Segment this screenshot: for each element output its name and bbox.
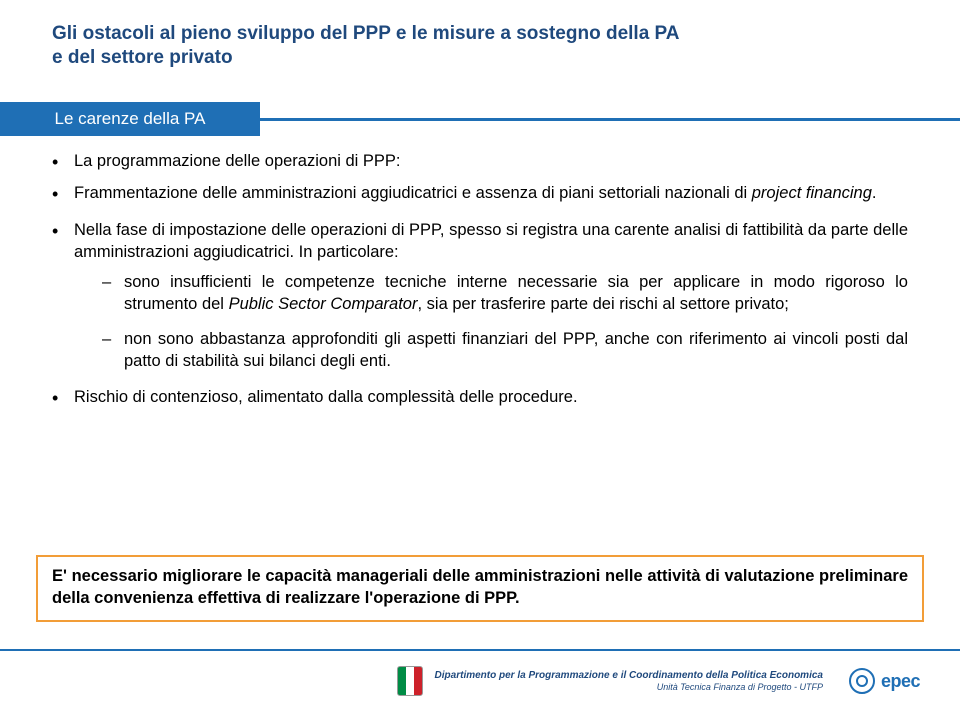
sub-1: sono insufficienti le competenze tecnich… — [102, 271, 908, 316]
title-line-2: e del settore privato — [52, 46, 908, 70]
footer-content: Dipartimento per la Programmazione e il … — [397, 659, 920, 703]
footer-dept-line2: Unità Tecnica Finanza di Progetto - UTFP — [435, 682, 823, 693]
epec-logo: epec — [849, 668, 920, 694]
bullet-1-pre: Frammentazione delle amministrazioni agg… — [74, 184, 752, 202]
footer-dept-text: Dipartimento per la Programmazione e il … — [435, 670, 823, 693]
bullet-2: Nella fase di impostazione delle operazi… — [52, 219, 908, 373]
footer-divider — [0, 649, 960, 651]
section-band-label: Le carenze della PA — [55, 109, 206, 129]
italy-emblem-icon — [397, 666, 423, 696]
callout-text: E' necessario migliorare le capacità man… — [52, 565, 908, 610]
sub-2: non sono abbastanza approfonditi gli asp… — [102, 328, 908, 373]
bullet-2-text: Nella fase di impostazione delle operazi… — [74, 221, 908, 261]
bullet-heading: La programmazione delle operazioni di PP… — [52, 150, 908, 172]
bullet-list: La programmazione delle operazioni di PP… — [52, 150, 908, 408]
bullet-1-italic: project financing — [752, 184, 872, 202]
sub-1-post: , sia per trasferire parte dei rischi al… — [417, 295, 788, 313]
bullet-1-post: . — [872, 184, 877, 202]
sub-list: sono insufficienti le competenze tecnich… — [102, 271, 908, 372]
footer-dept-line1: Dipartimento per la Programmazione e il … — [435, 670, 823, 682]
epec-circle-icon — [849, 668, 875, 694]
sub-1-italic: Public Sector Comparator — [229, 295, 418, 313]
callout-box: E' necessario migliorare le capacità man… — [36, 555, 924, 622]
title-line-1: Gli ostacoli al pieno sviluppo del PPP e… — [52, 22, 908, 46]
slide: Gli ostacoli al pieno sviluppo del PPP e… — [0, 0, 960, 711]
footer: Dipartimento per la Programmazione e il … — [0, 649, 960, 711]
content-area: La programmazione delle operazioni di PP… — [52, 150, 908, 422]
callout-bold: E' necessario migliorare le capacità man… — [52, 567, 908, 607]
section-band-line — [260, 118, 960, 121]
bullet-1: Frammentazione delle amministrazioni agg… — [52, 182, 908, 204]
section-band: Le carenze della PA — [0, 102, 260, 136]
bullet-3: Rischio di contenzioso, alimentato dalla… — [52, 386, 908, 408]
epec-text: epec — [881, 671, 920, 692]
slide-title: Gli ostacoli al pieno sviluppo del PPP e… — [52, 22, 908, 70]
